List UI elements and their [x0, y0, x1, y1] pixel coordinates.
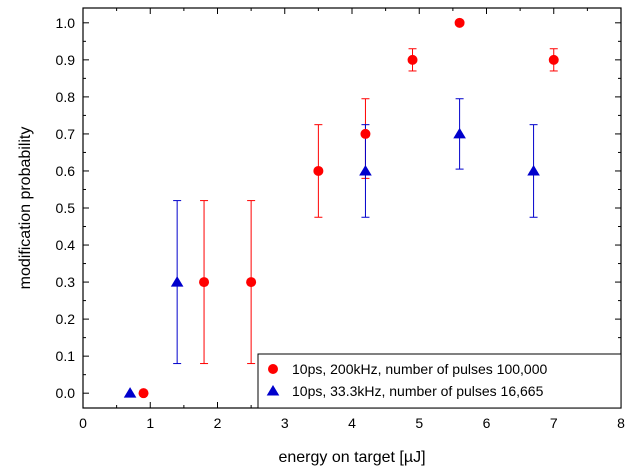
data-point-triangle [123, 387, 137, 398]
y-tick-label: 0.3 [56, 274, 76, 290]
y-axis-title: modification probability [17, 127, 34, 290]
x-tick-label: 2 [214, 415, 222, 431]
x-tick-label: 4 [348, 415, 356, 431]
markers-layer [123, 17, 559, 399]
x-tick-label: 8 [617, 415, 625, 431]
data-point-triangle [453, 127, 466, 139]
legend: 10ps, 200kHz, number of pulses 100,000 10… [257, 353, 622, 409]
data-point-circle [313, 165, 324, 176]
y-tick-label: 1.0 [56, 15, 76, 31]
x-tick-label: 3 [281, 415, 289, 431]
data-point-circle [454, 17, 465, 28]
x-tick-label: 6 [483, 415, 491, 431]
ticks-layer: 0 1 2 3 4 5 6 7 8 0.0 0.1 0.2 0.3 0.4 0.5 0.6 0.7 0.8 0.9 1… [56, 8, 625, 431]
data-point-circle [360, 128, 371, 139]
legend-marker-circle [268, 364, 278, 374]
y-tick-label: 0.7 [56, 126, 76, 142]
x-tick-label: 5 [415, 415, 423, 431]
x-tick-label: 0 [79, 415, 87, 431]
data-point-circle [199, 277, 210, 288]
y-tick-label: 0.4 [56, 237, 76, 253]
legend-items: 10ps, 200kHz, number of pulses 100,000 10… [266, 361, 547, 399]
data-point-triangle [170, 276, 184, 287]
y-tick-label: 0.9 [56, 52, 76, 68]
legend-label: 10ps, 200kHz, number of pulses 100,000 [292, 361, 547, 377]
y-tick-label: 0.1 [56, 348, 76, 364]
data-point-circle [138, 388, 149, 399]
y-tick-label: 0.5 [56, 200, 76, 216]
data-point-circle [407, 54, 418, 65]
errorbars-layer [173, 48, 558, 365]
y-tick-label: 0.0 [56, 385, 76, 401]
data-point-triangle [527, 164, 540, 176]
data-point-circle [548, 54, 559, 65]
legend-label: 10ps, 33.3kHz, number of pulses 16,665 [292, 383, 544, 399]
data-point-circle [246, 277, 257, 288]
x-tick-label: 7 [550, 415, 558, 431]
x-axis-title: energy on target [µJ] [278, 449, 425, 466]
legend-box [257, 353, 622, 409]
y-tick-label: 0.2 [56, 311, 76, 327]
y-tick-label: 0.6 [56, 163, 76, 179]
data-point-triangle [359, 164, 372, 176]
y-tick-label: 0.8 [56, 89, 76, 105]
plot-frame [82, 7, 622, 409]
x-tick-label: 1 [146, 415, 154, 431]
legend-marker-triangle [266, 385, 280, 396]
